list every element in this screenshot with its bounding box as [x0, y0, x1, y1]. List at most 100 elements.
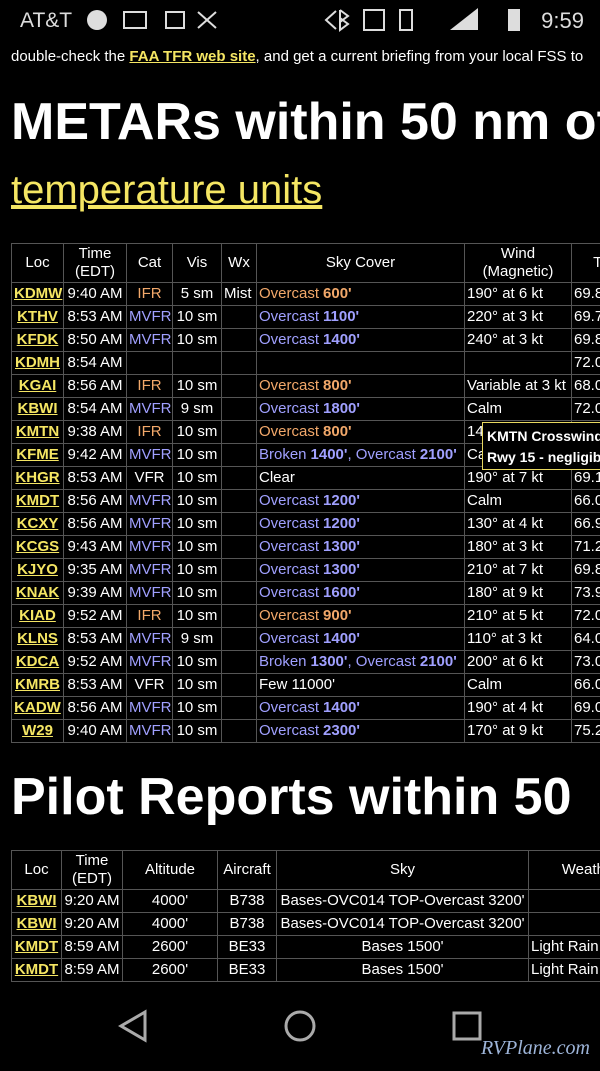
wind: 170° at 9 kt: [467, 722, 543, 739]
sky-height: 1400': [323, 331, 360, 348]
altitude-cell: 2600': [123, 959, 218, 982]
column-header: Wind (Magnetic): [465, 244, 572, 283]
sky-height: 2100': [420, 653, 457, 670]
temp: 72.0: [574, 400, 600, 417]
temp-cell: 75.2: [572, 720, 600, 743]
temp-cell: 69.8: [572, 559, 600, 582]
loc-cell: KMTN: [12, 421, 64, 444]
time: 8:56 AM: [67, 492, 122, 509]
cat-cell: VFR: [127, 674, 173, 697]
station-link[interactable]: KMRB: [15, 676, 60, 693]
cat-cell: MVFR: [127, 306, 173, 329]
column-header: Wx: [222, 244, 257, 283]
station-link[interactable]: KMTN: [16, 423, 59, 440]
wind-cell: 180° at 9 kt: [465, 582, 572, 605]
cat: VFR: [135, 469, 165, 486]
wind-cell: 210° at 7 kt: [465, 559, 572, 582]
station-link[interactable]: KBWI: [17, 892, 57, 909]
sky-cover: , Overcast: [347, 446, 415, 463]
station-link[interactable]: KTHV: [17, 308, 58, 325]
station-link[interactable]: KNAK: [16, 584, 59, 601]
station-link[interactable]: KIAD: [19, 607, 56, 624]
wx-cell: [222, 697, 257, 720]
wind-cell: 220° at 3 kt: [465, 306, 572, 329]
wind-cell: 170° at 9 kt: [465, 720, 572, 743]
wx-cell: [222, 421, 257, 444]
time-cell: 8:56 AM: [64, 697, 127, 720]
home-button[interactable]: [286, 1012, 314, 1040]
vis: 9 sm: [181, 400, 214, 417]
station-link[interactable]: KCGS: [16, 538, 59, 555]
loc-cell: KDMH: [12, 352, 64, 375]
cat-cell: IFR: [127, 283, 173, 306]
sky-cell: Few 11000': [257, 674, 465, 697]
sky-height: 1400': [323, 699, 360, 716]
station-link[interactable]: KMDT: [15, 938, 58, 955]
temp-cell: 71.2: [572, 536, 600, 559]
vis-cell: 10 sm: [173, 720, 222, 743]
time: 9:52 AM: [67, 653, 122, 670]
station-link[interactable]: KCXY: [17, 515, 59, 532]
wind-cell: 190° at 6 kt: [465, 283, 572, 306]
station-link[interactable]: KHGR: [15, 469, 59, 486]
vis: 9 sm: [181, 630, 214, 647]
aircraft-cell: B738: [218, 913, 277, 936]
nav-bar: RVPlane.com: [0, 985, 600, 1066]
sky-height: 1400': [323, 630, 360, 647]
station-link[interactable]: W29: [22, 722, 53, 739]
wx-cell: [222, 306, 257, 329]
station-link[interactable]: KMDT: [16, 492, 59, 509]
sky-cover: Few 11000': [259, 676, 335, 693]
station-link[interactable]: KJYO: [17, 561, 58, 578]
sky-cell: Bases 1500': [277, 936, 529, 959]
sky-cover: Overcast: [259, 538, 319, 555]
station-link[interactable]: KMDT: [15, 961, 58, 978]
time-cell: 9:39 AM: [64, 582, 127, 605]
station-link[interactable]: KBWI: [18, 400, 58, 417]
wind: 180° at 9 kt: [467, 584, 543, 601]
temp-cell: 73.0: [572, 651, 600, 674]
vis-cell: 10 sm: [173, 513, 222, 536]
back-button[interactable]: [121, 1012, 145, 1040]
web-content: double-check the FAA TFR web site, and g…: [0, 40, 600, 985]
sky-cover: Overcast: [259, 308, 319, 325]
loc-cell: KCXY: [12, 513, 64, 536]
station-link[interactable]: KFDK: [17, 331, 59, 348]
temperature-units-link[interactable]: temperature units: [11, 168, 322, 213]
wind: Calm: [467, 492, 502, 509]
station-link[interactable]: KDCA: [16, 653, 59, 670]
station-link[interactable]: KDMH: [15, 354, 60, 371]
vis-cell: 10 sm: [173, 329, 222, 352]
faa-tfr-link[interactable]: FAA TFR web site: [129, 48, 255, 65]
sky-cover: Overcast: [259, 515, 319, 532]
wind-cell: 240° at 3 kt: [465, 329, 572, 352]
recents-button[interactable]: [454, 1013, 480, 1039]
time-cell: 8:53 AM: [64, 306, 127, 329]
vis: 10 sm: [177, 308, 218, 325]
station-link[interactable]: KFME: [16, 446, 59, 463]
station-link[interactable]: KGAI: [19, 377, 57, 394]
loc-cell: KNAK: [12, 582, 64, 605]
vis: 10 sm: [177, 492, 218, 509]
vis-cell: 10 sm: [173, 674, 222, 697]
vis-cell: 10 sm: [173, 467, 222, 490]
station-link[interactable]: KLNS: [17, 630, 58, 647]
station-link[interactable]: KBWI: [17, 915, 57, 932]
temp: 73.0: [574, 653, 600, 670]
cat: MVFR: [129, 699, 172, 716]
station-link[interactable]: KADW: [14, 699, 61, 716]
sky-cell: Bases-OVC014 TOP-Overcast 3200': [277, 913, 529, 936]
station-link[interactable]: KDMW: [14, 285, 62, 302]
vis: 10 sm: [177, 423, 218, 440]
